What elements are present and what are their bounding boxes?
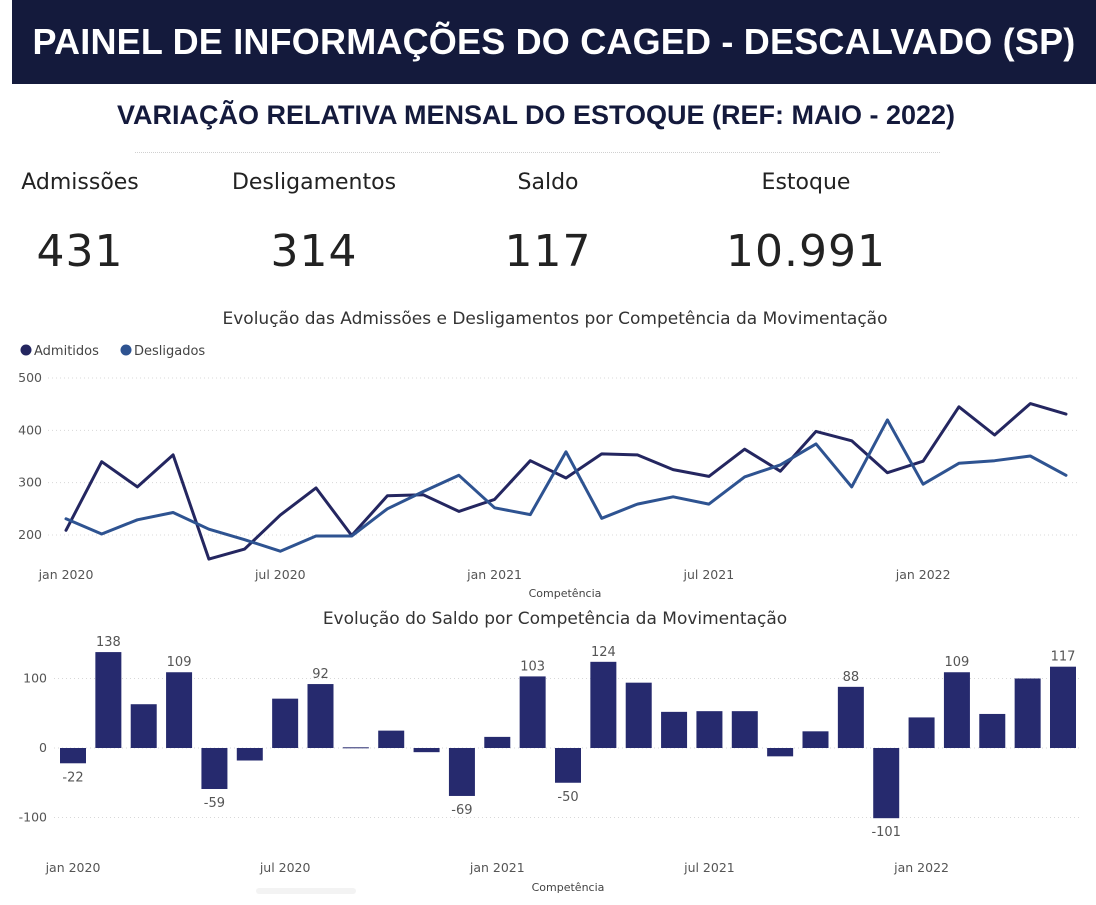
y-tick-label: 200 [18, 527, 42, 542]
data-label: 124 [591, 645, 616, 660]
data-label: -101 [871, 825, 901, 840]
bar [625, 682, 652, 748]
bar [943, 672, 970, 748]
data-label: 88 [843, 670, 860, 685]
bar [201, 748, 228, 790]
bar [555, 748, 581, 783]
kpi-desligamentos-label: Desligamentos [231, 170, 397, 195]
x-tick-label: jan 2021 [466, 567, 522, 582]
bar [731, 711, 758, 748]
kpi-admissoes-label: Admissões [21, 170, 139, 195]
data-label: 92 [312, 667, 329, 682]
series-line-admitidos [64, 402, 1068, 561]
x-tick-label: jan 2021 [469, 860, 525, 875]
data-label: -50 [557, 790, 578, 805]
bar-chart-saldo[interactable]: Evolução do Saldo por Competência da Mov… [0, 604, 1096, 894]
kpi-admissoes-value: 431 [36, 226, 124, 277]
bar [342, 747, 369, 749]
kpi-estoque-value: 10.991 [726, 226, 886, 277]
data-label: -22 [62, 770, 83, 785]
dashboard-title: PAINEL DE INFORMAÇÕES DO CAGED - DESCALV… [32, 21, 1076, 62]
line-chart-admissoes-desligamentos[interactable]: Evolução das Admissões e Desligamentos p… [0, 300, 1096, 600]
bar [413, 748, 440, 753]
kpi-saldo-value: 117 [504, 226, 592, 277]
bar [519, 676, 546, 748]
x-tick-label: jul 2021 [683, 860, 735, 875]
y-tick-label: 400 [18, 422, 42, 437]
bar [979, 713, 1006, 748]
bar [767, 748, 794, 757]
y-tick-label: 0 [39, 740, 47, 755]
data-label: -59 [204, 796, 225, 811]
bar [130, 704, 157, 748]
x-tick-label: jan 2022 [895, 567, 951, 582]
series-line-desligados [64, 418, 1068, 553]
kpi-desligamentos-value: 314 [270, 226, 358, 277]
bar [236, 748, 263, 761]
legend-label-desligados: Desligados [134, 344, 205, 359]
horizontal-scrollbar[interactable] [256, 888, 356, 894]
kpi-estoque-label: Estoque [761, 170, 851, 195]
bar [661, 711, 688, 748]
y-tick-label: 500 [18, 370, 42, 385]
kpi-saldo-label: Saldo [517, 170, 579, 195]
data-label: 138 [96, 635, 121, 650]
bar [60, 748, 86, 764]
x-tick-label: jan 2020 [38, 567, 94, 582]
x-tick-label: jul 2021 [683, 567, 735, 582]
bar [590, 661, 617, 748]
legend-marker-admitidos [20, 344, 32, 356]
y-tick-label: -100 [19, 810, 47, 825]
bar [908, 717, 935, 748]
dashboard-header: PAINEL DE INFORMAÇÕES DO CAGED - DESCALV… [12, 0, 1096, 84]
bar [802, 731, 829, 748]
bar [837, 686, 864, 748]
bar [166, 672, 193, 748]
x-tick-label: jan 2020 [45, 860, 101, 875]
x-tick-label: jan 2022 [893, 860, 949, 875]
bar [272, 698, 299, 748]
bar [1014, 678, 1041, 748]
data-label: 109 [167, 655, 192, 670]
data-label: 103 [520, 659, 545, 674]
x-tick-label: jul 2020 [254, 567, 306, 582]
bar [448, 748, 475, 796]
y-tick-label: 300 [18, 475, 42, 490]
data-label: 117 [1051, 650, 1076, 665]
y-tick-label: 100 [23, 671, 47, 686]
data-label: -69 [451, 803, 472, 818]
bar [873, 748, 900, 819]
x-axis-title: Competência [532, 881, 605, 894]
divider [135, 152, 940, 153]
line-chart-title: Evolução das Admissões e Desligamentos p… [223, 309, 888, 329]
bar-chart-title: Evolução do Saldo por Competência da Mov… [323, 609, 787, 629]
bar [484, 736, 511, 748]
bar [1050, 666, 1076, 748]
bar [696, 711, 723, 748]
bar [378, 730, 405, 748]
bar [307, 684, 334, 748]
x-tick-label: jul 2020 [259, 860, 311, 875]
x-axis-title: Competência [529, 587, 602, 600]
data-label: 109 [945, 655, 970, 670]
bar [95, 652, 122, 748]
page-subtitle: VARIAÇÃO RELATIVA MENSAL DO ESTOQUE (REF… [116, 100, 956, 130]
legend-label-admitidos: Admitidos [34, 344, 99, 359]
legend-marker-desligados [120, 344, 132, 356]
